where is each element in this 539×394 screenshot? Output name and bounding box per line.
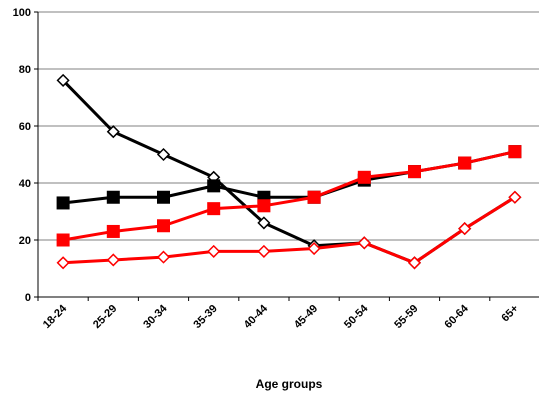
data-point [207, 202, 221, 216]
data-point [207, 244, 221, 258]
data-point [257, 244, 271, 258]
series-4 [56, 190, 522, 270]
data-point [56, 256, 70, 270]
y-tick-label: 100 [13, 7, 31, 19]
data-point [56, 73, 70, 87]
grid [38, 11, 539, 241]
series [56, 73, 522, 270]
data-point [508, 145, 522, 159]
data-point [156, 147, 171, 162]
data-point [307, 241, 321, 256]
data-point [508, 190, 522, 204]
data-point [207, 179, 221, 193]
x-tick-label: 45-49 [292, 303, 320, 331]
data-point [157, 219, 170, 233]
data-point [106, 224, 120, 238]
data-point [106, 190, 120, 204]
data-point [458, 222, 472, 236]
series-line [62, 79, 516, 265]
data-point [157, 190, 170, 204]
y-tick-labels: 0 20 40 60 80 100 [13, 7, 31, 304]
y-tick-label: 40 [19, 178, 31, 190]
data-point [357, 236, 371, 250]
series-line [62, 150, 516, 242]
x-tick-labels: 18-24 25-29 30-34 35-39 40-44 45-49 50-54 55-59… [41, 302, 521, 331]
data-point [307, 190, 321, 204]
series-2 [56, 145, 522, 210]
x-tick-label: 60-64 [442, 302, 471, 331]
x-tick-label: 65+ [499, 303, 521, 325]
series-3 [56, 145, 522, 247]
data-point [458, 156, 472, 170]
x-tick-label: 50-54 [342, 302, 371, 331]
x-tick-label: 25-29 [91, 303, 119, 331]
data-point [357, 170, 371, 184]
x-tick-label: 40-44 [242, 302, 271, 331]
axes [34, 11, 539, 301]
data-point [56, 233, 70, 247]
x-tick-label: 55-59 [392, 303, 420, 331]
data-point [56, 196, 70, 210]
y-tick-label: 60 [19, 121, 31, 133]
series-line [62, 150, 516, 205]
series-line [63, 195, 516, 265]
data-point [106, 253, 120, 267]
data-point [106, 125, 120, 139]
data-point [257, 199, 271, 213]
y-tick-label: 20 [19, 235, 31, 247]
data-point [257, 216, 271, 230]
y-tick-label: 80 [19, 64, 31, 76]
y-tick-label: 0 [25, 292, 31, 304]
x-tick-label: 35-39 [191, 303, 219, 331]
x-tick-label: 30-34 [141, 302, 170, 331]
x-tick-label: 18-24 [41, 302, 70, 331]
data-point [156, 250, 171, 264]
x-axis-title: Age groups [256, 377, 323, 391]
data-point [408, 165, 421, 179]
data-point [407, 256, 422, 270]
